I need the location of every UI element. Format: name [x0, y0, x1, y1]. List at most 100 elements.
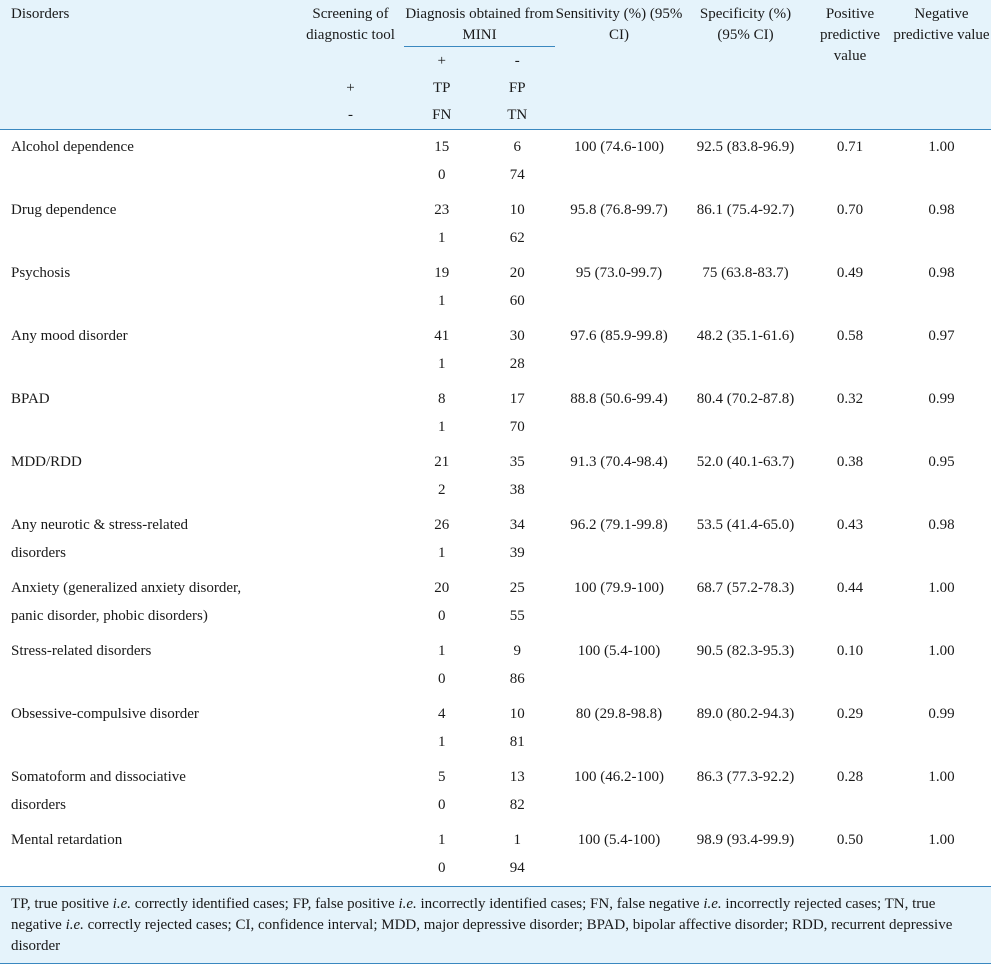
table-row: Any neurotic & stress-related 26 34 96.2 (7…: [0, 508, 991, 543]
sensitivity-cell: 95 (73.0-99.7): [575, 265, 663, 281]
table-row: Alcohol dependence 15 6 100 (74.6-100) 92.5 …: [0, 130, 991, 166]
screen-cell: [297, 228, 404, 256]
false-negative-cell: 1: [438, 293, 446, 309]
sensitivity-cell: 100 (74.6-100): [574, 139, 664, 155]
disorder-name: Any mood disorder: [11, 328, 128, 344]
table-row-secondary: 1 60: [0, 291, 991, 319]
empty-cell: [892, 228, 991, 256]
empty-cell: [683, 228, 808, 256]
screen-cell: [297, 417, 404, 445]
disorder-name-continued: [0, 417, 297, 445]
specificity-cell: 90.5 (82.3-95.3): [696, 643, 795, 659]
table-row-secondary: disorders 1 39: [0, 543, 991, 571]
npv-cell: 0.98: [928, 517, 955, 533]
npv-cell: 0.95: [928, 454, 955, 470]
false-negative-cell: 1: [438, 734, 446, 750]
sensitivity-cell: 100 (46.2-100): [574, 769, 664, 785]
screen-cell: [297, 480, 404, 508]
npv-cell: 1.00: [928, 643, 955, 659]
disorder-name: Any neurotic & stress-related: [11, 517, 189, 533]
false-positive-cell: 1: [513, 832, 522, 848]
empty-cell: [555, 795, 683, 823]
empty-cell: [808, 669, 892, 697]
header-npv: Negative predictive value: [892, 0, 991, 72]
disorder-name: MDD/RDD: [11, 454, 82, 470]
true-positive-cell: 23: [434, 202, 450, 218]
header-fn: FN: [404, 99, 480, 130]
diagnostic-accuracy-table: Disorders Screening of diagnostic tool D…: [0, 0, 991, 886]
true-positive-cell: 4: [438, 706, 446, 722]
screen-cell: [297, 256, 404, 291]
footnote-ie: i.e.: [398, 896, 417, 912]
empty-cell: [892, 669, 991, 697]
false-positive-cell: 25: [509, 580, 525, 596]
npv-cell: 0.98: [928, 202, 955, 218]
table-row: Stress-related disorders 1 9 100 (5.4-100) 9…: [0, 634, 991, 669]
ppv-cell: 0.10: [836, 643, 864, 659]
empty-cell: [808, 732, 892, 760]
true-negative-cell: 94: [509, 860, 525, 876]
ppv-cell: 0.71: [836, 139, 864, 155]
disorder-name-continued: [0, 732, 297, 760]
npv-cell: 1.00: [928, 139, 955, 155]
true-positive-cell: 1: [438, 643, 446, 659]
sensitivity-cell: 80 (29.8-98.8): [575, 706, 663, 722]
footnote-ie: i.e.: [65, 917, 84, 933]
table-footnote: TP, true positive i.e. correctly identif…: [0, 886, 991, 964]
screen-cell: [297, 543, 404, 571]
specificity-cell: 80.4 (70.2-87.8): [696, 391, 795, 407]
disorder-name: Drug dependence: [11, 202, 117, 218]
empty-cell: [808, 858, 892, 886]
empty-cell: [892, 732, 991, 760]
true-negative-cell: 74: [509, 167, 525, 183]
table-row: Any mood disorder 41 30 97.6 (85.9-99.8) 48.…: [0, 319, 991, 354]
header-specificity: Specificity (%) (95% CI): [683, 0, 808, 47]
empty-cell: [555, 606, 683, 634]
true-negative-cell: 81: [509, 734, 525, 750]
sensitivity-cell: 95.8 (76.8-99.7): [570, 202, 668, 218]
table-row-secondary: 1 81: [0, 732, 991, 760]
false-negative-cell: 1: [438, 356, 446, 372]
true-positive-cell: 41: [434, 328, 450, 344]
false-positive-cell: 20: [509, 265, 525, 281]
disorder-name: Stress-related disorders: [11, 643, 152, 659]
false-negative-cell: 2: [438, 482, 446, 498]
empty-cell: [683, 732, 808, 760]
footnote-text: correctly rejected cases; CI, confidence…: [11, 917, 953, 954]
false-positive-cell: 10: [509, 706, 525, 722]
footnote-ie: i.e.: [112, 896, 131, 912]
empty-cell: [808, 606, 892, 634]
true-positive-cell: 20: [434, 580, 450, 596]
true-negative-cell: 86: [509, 671, 525, 687]
footnote-text: incorrectly identified cases; FN, false …: [416, 896, 704, 912]
screen-cell: [297, 571, 404, 606]
empty-cell: [683, 291, 808, 319]
disorder-name-continued: [0, 165, 297, 193]
footnote-text: TP, true positive: [11, 896, 113, 912]
ppv-cell: 0.32: [836, 391, 864, 407]
false-positive-cell: 35: [509, 454, 525, 470]
empty-cell: [683, 165, 808, 193]
npv-cell: 0.99: [928, 391, 955, 407]
specificity-cell: 75 (63.8-83.7): [702, 265, 789, 281]
header-fp: FP: [479, 72, 555, 99]
disorder-name: Obsessive-compulsive disorder: [11, 706, 199, 722]
true-negative-cell: 60: [509, 293, 525, 309]
npv-cell: 1.00: [928, 769, 955, 785]
screen-cell: [297, 319, 404, 354]
table-row-secondary: 1 70: [0, 417, 991, 445]
empty-cell: [555, 732, 683, 760]
disorder-name-continued: [0, 858, 297, 886]
npv-cell: 1.00: [928, 580, 955, 596]
header-screen-plus: +: [297, 72, 404, 99]
table-row: Mental retardation 1 1 100 (5.4-100) 98.9 (9…: [0, 823, 991, 858]
empty-cell: [808, 354, 892, 382]
screen-cell: [297, 445, 404, 480]
true-negative-cell: 70: [509, 419, 525, 435]
screen-cell: [297, 669, 404, 697]
npv-cell: 0.99: [928, 706, 955, 722]
false-negative-cell: 1: [438, 419, 446, 435]
specificity-cell: 86.3 (77.3-92.2): [696, 769, 795, 785]
table-row: Anxiety (generalized anxiety disorder, 20…: [0, 571, 991, 606]
